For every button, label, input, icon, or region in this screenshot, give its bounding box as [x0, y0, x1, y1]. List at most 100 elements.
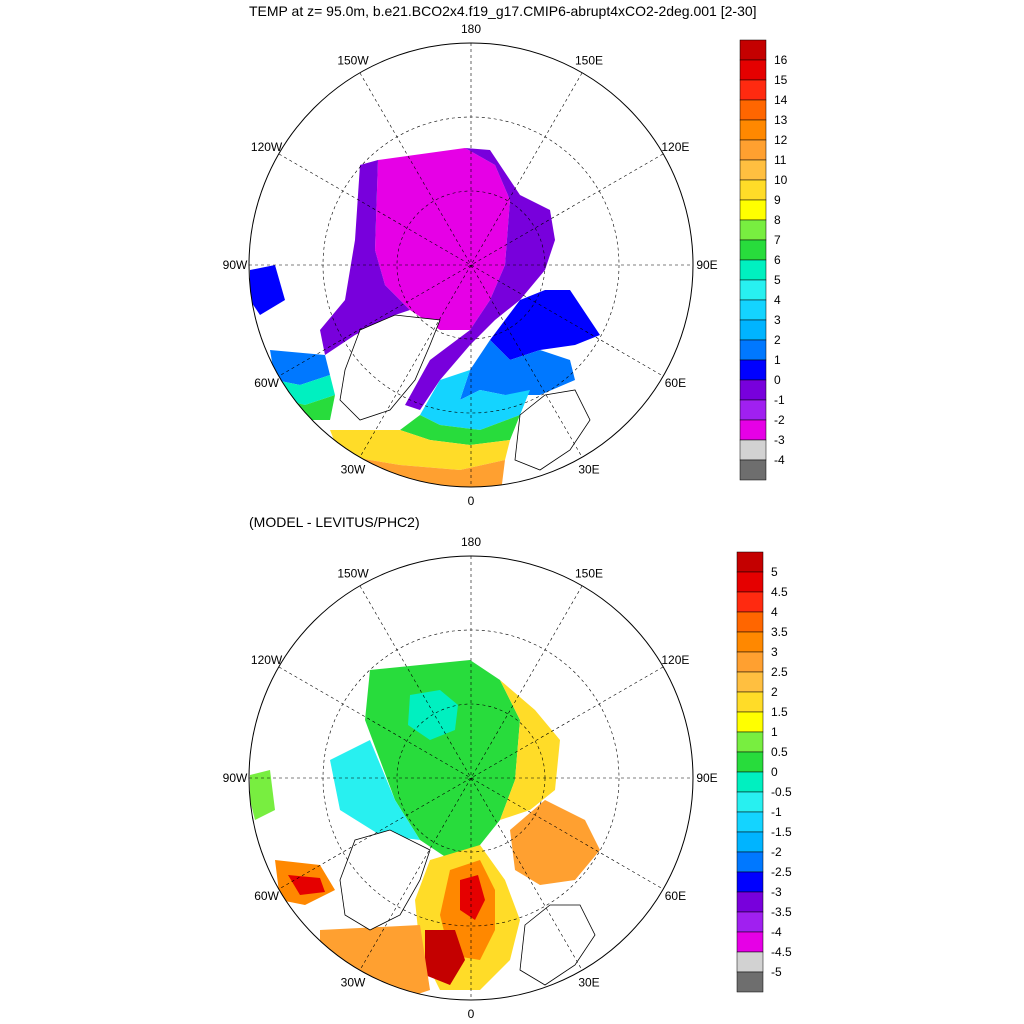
field-arctic-purple — [405, 148, 555, 410]
colorbar-tick-label: 3 — [774, 313, 781, 327]
colorbar-swatch — [736, 871, 764, 893]
longitude-label: 180 — [461, 535, 481, 549]
colorbar-swatch — [739, 219, 767, 241]
field-nordic-green — [400, 415, 520, 445]
field-nordic-hot — [460, 875, 485, 920]
colorbar-swatch — [736, 591, 764, 613]
field-atlantic-yellow — [330, 430, 510, 470]
longitude-label: 30E — [578, 975, 599, 989]
longitude-label: 90E — [696, 771, 717, 785]
colorbar-tick-label: 10 — [774, 173, 788, 187]
colorbar-swatch — [739, 319, 767, 341]
colorbar-swatch — [736, 751, 764, 773]
colorbar-swatch — [736, 631, 764, 653]
colorbar-tick-label: 5 — [774, 273, 781, 287]
colorbar-tick-label: -3 — [774, 433, 785, 447]
colorbar-swatch — [739, 459, 767, 481]
top-map-fields — [250, 148, 600, 487]
colorbar-tick-label: 11 — [774, 153, 787, 167]
colorbar-swatch — [739, 379, 767, 401]
field-arctic-green — [365, 660, 520, 860]
field-labrador-red — [288, 875, 325, 895]
colorbar-tick-label: -4 — [774, 453, 785, 467]
bottom-colorbar: 5 4.5 4 3.5 3 2.5 2 1.5 1 0.5 0 -0.5 -1 -1.5 -2 -2.5 -3 -… — [736, 551, 792, 993]
colorbar-swatch — [736, 851, 764, 873]
colorbar-tick-label: 5 — [771, 565, 778, 579]
field-atlantic-orange — [320, 925, 430, 1000]
top-panel-title: TEMP at z= 95.0m, b.e21.BCO2x4.f19_g17.C… — [249, 3, 757, 19]
colorbar-swatch — [739, 239, 767, 261]
colorbar-tick-label: 16 — [774, 53, 788, 67]
colorbar-tick-label: 1 — [774, 353, 781, 367]
colorbar-swatch — [739, 159, 767, 181]
bottom-difference-map: 180 150E 120E 90E 60E 30E 0 30W 60W 90W 120W 150W — [223, 535, 718, 1021]
colorbar-tick-label: -1.5 — [771, 825, 792, 839]
colorbar-swatch — [736, 771, 764, 793]
colorbar-swatch — [739, 419, 767, 441]
longitude-label: 150E — [575, 54, 603, 68]
colorbar-tick-label: 7 — [774, 233, 781, 247]
colorbar-tick-label: 15 — [774, 73, 788, 87]
longitude-label: 120W — [251, 653, 283, 667]
colorbar-tick-label: -3.5 — [771, 905, 792, 919]
colorbar-swatch — [736, 791, 764, 813]
top-graticule — [249, 43, 693, 487]
colorbar-tick-label: -1 — [774, 393, 785, 407]
colorbar-swatch — [736, 711, 764, 733]
bottom-graticule — [249, 556, 693, 1000]
top-temperature-map: 180 150E 120E 90E 60E 30E 0 30W 60W 90W 120W 150W — [223, 22, 718, 508]
colorbar-swatch — [739, 399, 767, 421]
land-scandinavia — [519, 904, 596, 986]
field-nordic-cyan — [420, 370, 530, 430]
longitude-label: 30W — [341, 462, 366, 476]
colorbar-swatch — [736, 971, 764, 993]
colorbar-swatch — [739, 299, 767, 321]
colorbar-swatch — [739, 199, 767, 221]
colorbar-tick-label: -1 — [771, 805, 782, 819]
field-arctic-core — [375, 148, 510, 330]
field-siberia-yellow — [500, 680, 560, 820]
colorbar-swatch — [739, 99, 767, 121]
colorbar-tick-label: -0.5 — [771, 785, 792, 799]
colorbar-tick-label: 3 — [771, 645, 778, 659]
bottom-panel-title: (MODEL - LEVITUS/PHC2) — [249, 514, 420, 530]
colorbar-swatch — [739, 439, 767, 461]
colorbar-swatch — [736, 891, 764, 913]
longitude-label: 60W — [254, 376, 279, 390]
colorbar-swatch — [739, 59, 767, 81]
longitude-label: 0 — [468, 494, 475, 508]
colorbar-swatch — [739, 39, 767, 61]
colorbar-swatch — [736, 911, 764, 933]
colorbar-tick-label: 4.5 — [771, 585, 788, 599]
colorbar-swatch — [739, 359, 767, 381]
longitude-label: 90W — [223, 771, 248, 785]
longitude-label: 60E — [665, 889, 686, 903]
field-hudson-green — [250, 770, 275, 820]
longitude-label: 120W — [251, 140, 283, 154]
longitude-label: 0 — [468, 1007, 475, 1021]
colorbar-swatch — [736, 811, 764, 833]
colorbar-tick-label: -4 — [771, 925, 782, 939]
longitude-label: 150W — [337, 54, 369, 68]
longitude-label: 120E — [661, 653, 689, 667]
field-canada-cyan — [330, 740, 420, 840]
land-greenland — [339, 829, 431, 931]
colorbar-tick-label: 0.5 — [771, 745, 788, 759]
colorbar-swatch — [736, 671, 764, 693]
colorbar-tick-label: 1.5 — [771, 705, 788, 719]
colorbar-swatch — [739, 119, 767, 141]
colorbar-tick-label: 9 — [774, 193, 781, 207]
colorbar-tick-label: 2 — [774, 333, 781, 347]
longitude-label: 180 — [461, 22, 481, 36]
land-greenland — [339, 314, 441, 421]
colorbar-tick-label: -2 — [771, 845, 782, 859]
colorbar-swatch — [736, 831, 764, 853]
top-longitude-labels: 180 150E 120E 90E 60E 30E 0 30W 60W 90W 120W 150W — [223, 22, 718, 508]
field-iceland-hot — [425, 930, 465, 985]
colorbar-swatch — [739, 259, 767, 281]
colorbar-tick-label: 4 — [774, 293, 781, 307]
colorbar-tick-label: -4.5 — [771, 945, 792, 959]
field-canadian-purple — [320, 160, 410, 355]
colorbar-tick-label: -5 — [771, 965, 782, 979]
